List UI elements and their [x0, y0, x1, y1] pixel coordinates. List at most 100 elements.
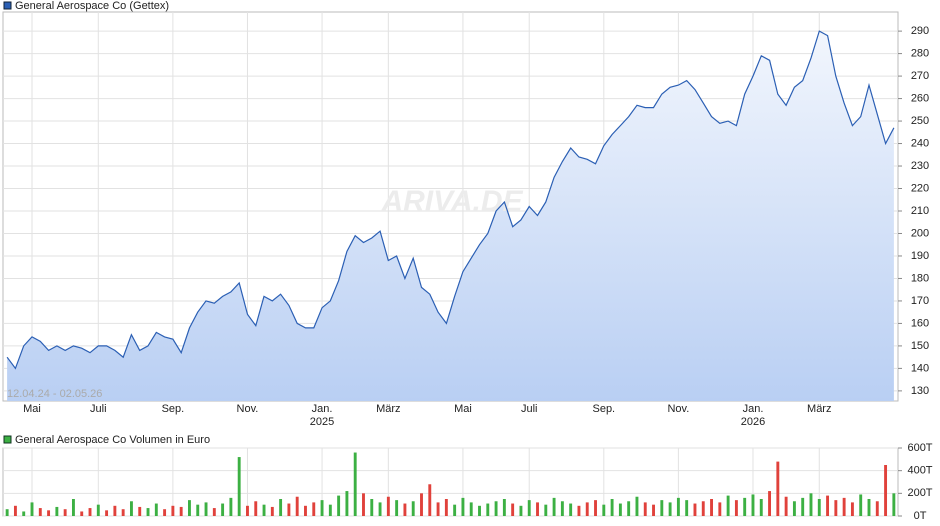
volume-bar — [5, 509, 9, 516]
volume-bar — [502, 499, 506, 516]
volume-bar — [395, 500, 399, 516]
volume-bar — [668, 502, 672, 516]
volume-bar — [527, 500, 531, 516]
volume-bar — [519, 505, 523, 516]
volume-bar — [652, 504, 655, 516]
legend-swatch — [3, 1, 12, 10]
volume-bar — [13, 505, 17, 516]
volume-bar — [55, 506, 59, 516]
volume-frame — [2, 447, 899, 517]
y-tick-label: 150 — [911, 340, 929, 352]
watermark: ARIVA.DE — [380, 185, 523, 218]
volume-bar — [469, 502, 473, 516]
x-tick-label: März — [807, 403, 831, 415]
x-tick-label: Jan. — [743, 403, 764, 415]
volume-bar — [444, 499, 448, 516]
price-area — [7, 31, 894, 401]
volume-bar — [320, 500, 324, 516]
volume-bar — [461, 497, 465, 516]
x-tick-label: Jan. — [312, 403, 333, 415]
volume-bar — [378, 502, 382, 516]
x-tick-label: Nov. — [237, 403, 259, 415]
volume-bar — [635, 496, 639, 516]
volume-bar — [569, 503, 573, 516]
volume-bar — [221, 503, 225, 516]
volume-bar — [254, 501, 258, 516]
volume-bar — [676, 497, 680, 516]
y-tick-label: 130 — [911, 385, 929, 397]
volume-bar — [121, 509, 125, 516]
legend: General Aerospace Co Volumen in Euro — [15, 434, 210, 446]
volume-bar — [768, 491, 772, 516]
volume-bar — [403, 503, 407, 516]
x-tick-label: Mai — [454, 403, 472, 415]
volume-bar — [188, 500, 191, 516]
range-label: 12.04.24 - 02.05.26 — [7, 388, 102, 400]
volume-bar — [453, 504, 457, 516]
y-tick-label: 210 — [911, 205, 929, 217]
volume-bar — [71, 499, 75, 516]
volume-bar — [163, 509, 167, 516]
y-tick-label: 290 — [911, 25, 929, 37]
volume-bar — [204, 502, 208, 516]
volume-bar — [262, 504, 266, 516]
y-tick-label: 170 — [911, 295, 929, 307]
volume-bar — [809, 493, 813, 516]
volume-bar — [386, 496, 390, 516]
x-tick-label: Mai — [23, 403, 41, 415]
volume-bar — [179, 506, 183, 516]
volume-bar — [776, 461, 780, 516]
volume-bar — [834, 500, 838, 516]
y-tick-label: 260 — [911, 92, 929, 104]
volume-bar — [353, 452, 357, 516]
price-line — [6, 30, 895, 370]
volume-bar — [585, 502, 589, 516]
volume-bar — [428, 484, 432, 516]
volume-bar — [63, 509, 67, 516]
volume-bar — [295, 496, 299, 516]
x-year-label: 2025 — [310, 416, 334, 428]
volume-bar — [494, 501, 498, 516]
y-tick-label: 280 — [911, 48, 929, 60]
volume-bar — [627, 501, 631, 516]
volume-bar — [536, 502, 539, 516]
volume-bar — [594, 500, 597, 516]
x-tick-label: Juli — [521, 403, 538, 415]
volume-bar — [345, 491, 349, 516]
x-tick-label: Sep. — [162, 403, 185, 415]
y-tick-label: 140 — [911, 362, 929, 374]
volume-bar — [196, 504, 200, 516]
volume-bar — [30, 502, 34, 516]
volume-bar — [312, 502, 316, 516]
volume-bar — [246, 505, 249, 516]
volume-bar — [734, 500, 738, 516]
volume-bar — [47, 510, 51, 516]
volume-bar — [618, 503, 622, 516]
x-tick-label: Juli — [90, 403, 107, 415]
y-tick-label: 180 — [911, 272, 929, 284]
volume-bar — [38, 508, 42, 516]
y-tick-label: 220 — [911, 182, 929, 194]
volume-bar — [751, 494, 755, 516]
volume-bar — [710, 499, 713, 516]
volume-bar — [859, 494, 863, 516]
volume-bar — [411, 501, 415, 516]
volume-bar — [892, 493, 896, 516]
volume-bar — [660, 500, 664, 516]
volume-bar — [867, 499, 871, 516]
volume-bar — [801, 497, 805, 516]
y-tick-label: 200T — [907, 487, 932, 499]
volume-bar — [129, 501, 133, 516]
volume-bar — [105, 510, 109, 516]
y-tick-label: 250 — [911, 115, 929, 127]
y-tick-label: 230 — [911, 160, 929, 172]
x-year-label: 2026 — [741, 416, 765, 428]
volume-bar — [279, 499, 283, 516]
volume-bar — [436, 502, 440, 516]
volume-bar — [270, 506, 274, 516]
volume-bar — [370, 499, 374, 516]
volume-bar — [602, 504, 606, 516]
y-tick-label: 190 — [911, 250, 929, 262]
volume-bar — [643, 502, 647, 516]
